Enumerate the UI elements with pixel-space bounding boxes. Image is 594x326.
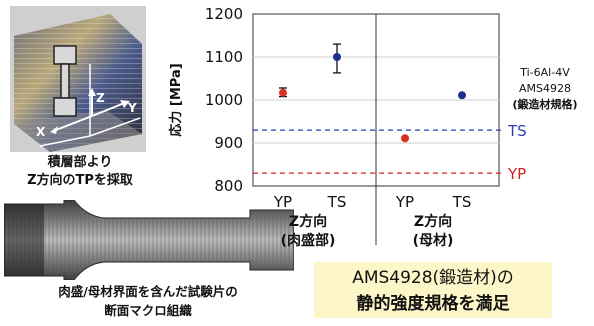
specimen-caption: 肉盛/母材界面を含んだ試験片の 断面マクロ組織	[4, 282, 292, 320]
spec-label-line3: (鍛造材規格)	[512, 97, 577, 111]
x-category-label: YP	[273, 193, 292, 211]
spec-label-line2: AMS4928	[519, 82, 571, 95]
tp-caption-line2: Z方向のTPを採取	[27, 173, 133, 188]
y-tick-labels: 800 900 1000 1100 1200	[205, 5, 243, 195]
x-category-labels: YP TS YP TS	[273, 193, 471, 211]
build-block-photo: Z Y X	[10, 6, 146, 152]
point-marker	[458, 91, 466, 100]
point-marker	[333, 53, 341, 61]
tp-caption: 積層部より Z方向のTPを採取	[10, 154, 150, 190]
point-marker	[279, 88, 287, 97]
specimen-caption-line2: 断面マクロ組織	[104, 303, 192, 318]
spec-label-line1: Ti-6Al-4V	[519, 66, 570, 79]
axis-y-label: Y	[127, 101, 137, 115]
conclusion-line1: AMS4928(鍛造材)の	[352, 268, 514, 288]
reference-label-yp: YP	[507, 165, 526, 183]
reference-lines: TS YP	[253, 122, 527, 183]
x-category-label: TS	[452, 193, 472, 211]
spec-label: Ti-6Al-4V AMS4928 (鍛造材規格)	[512, 66, 577, 111]
y-axis-label: 応力 [MPa]	[168, 63, 184, 136]
x-category-label: TS	[327, 193, 347, 211]
group-label-line1: Z方向	[414, 213, 452, 230]
data-point-yp-0	[279, 87, 287, 98]
data-point-yp-1	[401, 134, 409, 143]
axis-x-label: X	[36, 125, 46, 139]
group-label-line2: (肉盛部)	[281, 232, 336, 249]
y-tick-label: 1100	[205, 48, 243, 66]
y-tick-label: 1000	[205, 91, 243, 109]
specimen-macro-photo	[4, 200, 294, 280]
conclusion-line2: 静的強度規格を満足	[356, 294, 510, 314]
data-point-ts-0	[333, 43, 341, 74]
y-tick-label: 1200	[205, 5, 243, 23]
point-marker	[401, 134, 409, 143]
group-labels: Z方向 (肉盛部) Z方向 (母材)	[281, 213, 454, 249]
group-label-line2: (母材)	[413, 232, 454, 249]
data-points	[279, 43, 466, 143]
y-tick-label: 900	[214, 134, 243, 152]
y-tick-label: 800	[214, 177, 243, 195]
x-category-label: YP	[395, 193, 414, 211]
reference-label-ts: TS	[507, 122, 527, 140]
specimen-caption-line1: 肉盛/母材界面を含んだ試験片の	[58, 284, 238, 299]
axis-z-label: Z	[96, 91, 105, 105]
data-point-ts-1	[458, 91, 466, 100]
tp-caption-line1: 積層部より	[47, 155, 113, 170]
conclusion-box: AMS4928(鍛造材)の 静的強度規格を満足	[314, 262, 552, 318]
group-label-line1: Z方向	[289, 213, 327, 230]
